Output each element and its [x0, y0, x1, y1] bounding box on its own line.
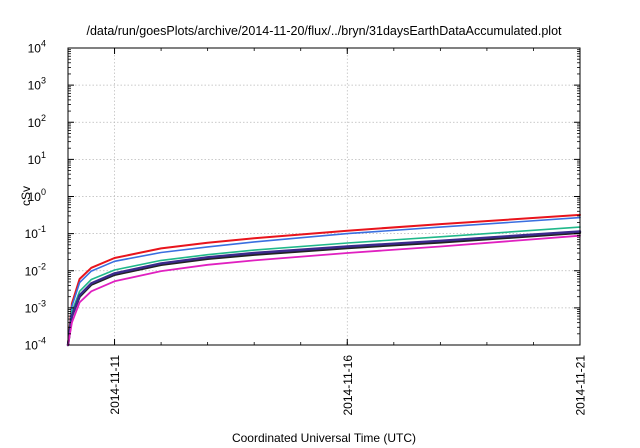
y-tick-label: 100 — [28, 187, 46, 204]
y-axis-label: cSv — [19, 186, 33, 206]
x-tick-label: 2014-11-21 — [574, 355, 588, 416]
y-tick-label: 10-1 — [25, 224, 46, 241]
y-tick-label: 101 — [28, 150, 46, 167]
series-line — [67, 213, 581, 346]
x-tick-label: 2014-11-16 — [341, 355, 355, 416]
axes: 104 103 102 101 100 10-1 10-2 10-3 10-4 2014-11-1… — [25, 39, 588, 416]
y-tick-label: 103 — [28, 76, 46, 93]
x-axis-label: Coordinated Universal Time (UTC) — [232, 431, 416, 445]
chart-title: /data/run/goesPlots/archive/2014-11-20/f… — [86, 24, 562, 38]
y-tick-label: 10-4 — [25, 336, 46, 353]
y-tick-label: 10-2 — [25, 261, 46, 278]
series-line — [67, 234, 581, 346]
x-tick-label: 2014-11-11 — [108, 355, 122, 415]
series-line — [66, 231, 582, 347]
series-line — [67, 226, 581, 346]
y-tick-label: 10-3 — [25, 298, 46, 315]
grid — [68, 48, 580, 345]
y-tick-label: 102 — [28, 113, 46, 130]
series-layer — [66, 213, 582, 347]
series-line — [66, 230, 582, 347]
series-line — [67, 216, 581, 346]
y-tick-label: 104 — [28, 39, 46, 56]
